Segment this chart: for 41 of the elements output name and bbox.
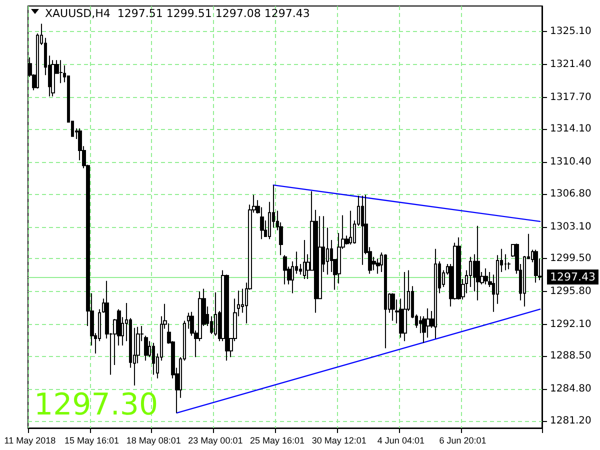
- candlestick: [144, 335, 148, 362]
- y-tick-label: 1314.10: [550, 124, 592, 135]
- candlestick: [283, 254, 287, 285]
- y-tick-label: 1292.10: [550, 318, 592, 330]
- annotation: 1297.30: [34, 388, 158, 422]
- y-tick-label: 1299.50: [550, 253, 592, 264]
- x-tick-label: 18 May 08:01: [126, 436, 181, 446]
- chart-title: XAUUSD,H4 1297.51 1299.51 1297.08 1297.43: [45, 7, 310, 20]
- candlestick: [476, 225, 480, 301]
- candlestick: [225, 274, 229, 362]
- x-tick-label: 11 May 2018: [4, 436, 56, 446]
- x-tick-label: 23 May 00:01: [188, 436, 243, 446]
- candlestick: [484, 268, 488, 285]
- candlestick: [303, 240, 306, 280]
- candlestick: [59, 60, 63, 84]
- candlestick: [403, 271, 407, 342]
- x-tick-label: 6 Jun 20:01: [439, 436, 486, 446]
- y-tick-label: 1317.70: [550, 92, 592, 103]
- y-tick-label: 1310.40: [550, 156, 592, 168]
- y-tick-label: 1306.80: [550, 188, 592, 200]
- y-tick-label: 1284.80: [550, 383, 592, 394]
- x-tick-label: 25 May 16:01: [250, 436, 305, 446]
- x-tick-label: 30 May 12:01: [312, 436, 366, 446]
- candlestick: [384, 254, 387, 349]
- ref-line-label: 1297.43: [550, 270, 596, 284]
- y-tick-label: 1281.20: [550, 415, 592, 426]
- candlestick: [534, 249, 538, 284]
- candlestick: [152, 342, 155, 376]
- candlestick: [51, 60, 55, 97]
- candlestick: [457, 236, 461, 300]
- y-tick-label: 1321.40: [550, 59, 592, 70]
- y-tick-label: 1288.50: [550, 350, 592, 362]
- y-tick-label: 1325.10: [550, 26, 592, 38]
- candlestick: [391, 292, 395, 322]
- y-tick-label: 1295.80: [550, 286, 592, 297]
- candlestick: [361, 195, 364, 266]
- y-tick-label: 1303.10: [550, 221, 592, 232]
- candlestick: [349, 210, 352, 245]
- x-tick-label: 4 Jun 04:01: [377, 436, 424, 446]
- x-tick-label: 15 May 16:01: [64, 436, 120, 446]
- candlestick: [434, 248, 437, 339]
